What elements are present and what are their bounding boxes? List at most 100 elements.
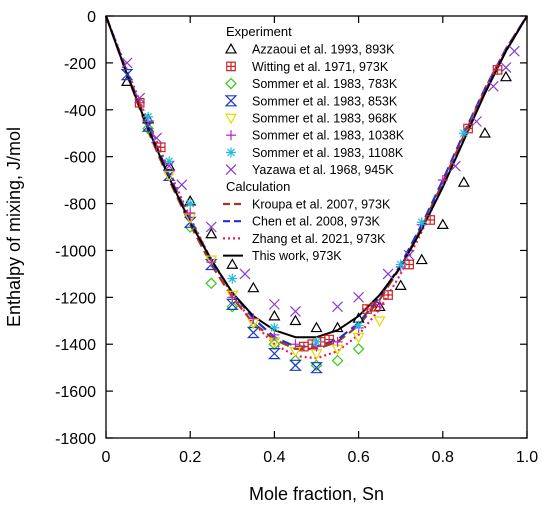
data-point — [267, 348, 281, 360]
data-point — [374, 299, 385, 310]
data-point — [185, 207, 196, 218]
data-point — [205, 227, 218, 239]
data-point — [331, 354, 344, 367]
data-point — [436, 218, 449, 230]
data-point — [404, 259, 414, 270]
data-point — [183, 216, 197, 228]
data-point — [353, 320, 364, 331]
data-point — [151, 132, 162, 144]
data-point — [205, 221, 217, 233]
legend-heading-calculation: Calculation — [226, 179, 290, 194]
data-point — [471, 116, 482, 127]
data-point — [205, 277, 218, 290]
plot-area — [104, 15, 528, 439]
data-point — [163, 159, 176, 171]
data-point — [226, 290, 239, 302]
legend-marker — [224, 95, 238, 107]
data-point — [268, 298, 280, 310]
data-point — [176, 179, 188, 191]
data-point — [134, 92, 146, 104]
data-point — [458, 128, 469, 139]
legend-entry-sommer-et-al-1983-968k: Sommer et al. 1983, 968K — [252, 112, 398, 126]
data-point — [164, 156, 175, 167]
legend-entry-kroupa-et-al-2007-973k: Kroupa et al. 2007, 973K — [252, 198, 391, 212]
data-point — [268, 338, 281, 351]
legend-marker — [224, 42, 238, 54]
series-yazawa-et-al-1968-945k — [121, 45, 520, 317]
data-point — [310, 362, 323, 374]
y-tick-label: -1400 — [55, 337, 96, 354]
series-azzaoui-et-al-1993-893k — [121, 70, 512, 333]
data-point — [395, 259, 406, 270]
data-point — [204, 258, 218, 271]
x-tick-label: 0 — [102, 449, 111, 466]
y-tick-label: -800 — [64, 197, 96, 214]
x-tick-label: 0.4 — [263, 449, 285, 466]
data-point — [499, 70, 512, 82]
y-tick-label: -1600 — [55, 384, 96, 401]
y-axis-title: Enthalpy of mixing, J/mol — [4, 127, 24, 327]
y-axis: 0 -200 -400 -600 -800 -1000 -1200 -1400 -1600 -18… — [55, 9, 527, 448]
legend-entry-sommer-et-al-1983-783k: Sommer et al. 1983, 783K — [252, 77, 398, 91]
data-point — [310, 321, 323, 333]
data-point — [120, 69, 134, 81]
data-point — [437, 175, 448, 186]
legend-marker — [226, 130, 236, 141]
legend-marker — [225, 164, 237, 176]
data-point — [394, 279, 407, 290]
data-point — [163, 171, 176, 182]
data-point — [227, 292, 238, 303]
legend-entry-sommer-et-al-1983-1038k: Sommer et al. 1983, 1038K — [252, 129, 405, 143]
data-point — [353, 291, 365, 303]
data-point — [206, 257, 217, 268]
data-point — [373, 316, 386, 327]
data-point — [227, 273, 238, 284]
data-point — [310, 359, 323, 372]
data-point — [450, 160, 461, 172]
legend-entry-azzaoui-et-al-1993-893k: Azzaoui et al. 1993, 893K — [252, 43, 395, 57]
data-point — [492, 65, 503, 75]
legend-entry-yazawa-et-al-1968-945k: Yazawa et al. 1968, 945K — [252, 163, 394, 177]
data-point — [416, 217, 427, 228]
legend-entry-sommer-et-al-1983-853k: Sommer et al. 1983, 853K — [252, 94, 398, 108]
legend-entry-zhang-et-al-2021-973k: Zhang et al. 2021, 973K — [252, 232, 386, 246]
legend-marker — [225, 77, 237, 90]
legend-entry-chen-et-al-2008-973k: Chen et al. 2008, 973K — [252, 215, 381, 229]
data-point — [425, 215, 436, 225]
legend-marker — [224, 113, 238, 125]
data-point — [239, 268, 251, 280]
data-point — [403, 249, 415, 261]
data-point — [205, 255, 218, 267]
data-point — [155, 142, 166, 153]
legend-entry-this-work-973k: This work, 973K — [252, 249, 342, 263]
data-point — [269, 322, 280, 333]
legend: Experiment Azzaoui et al. 1993, 893K Witti… — [223, 24, 405, 263]
experiment-points — [120, 45, 520, 374]
y-tick-label: -1800 — [55, 431, 96, 448]
y-tick-label: -1200 — [55, 290, 96, 307]
legend-marker — [226, 61, 236, 72]
data-point — [185, 198, 196, 209]
data-point — [290, 339, 301, 350]
legend-entry-sommer-et-al-1983-1108k: Sommer et al. 1983, 1108K — [252, 146, 404, 160]
data-point — [487, 80, 499, 92]
x-axis-title: Mole fraction, Sn — [249, 484, 384, 504]
data-point — [246, 326, 260, 339]
data-point — [352, 332, 365, 344]
x-tick-label: 0.8 — [432, 449, 454, 466]
data-point — [415, 253, 428, 265]
data-point — [352, 343, 365, 355]
legend-entry-witting-et-al-1971-973k: Witting et al. 1971, 973K — [252, 60, 389, 74]
data-point — [331, 321, 344, 333]
legend-heading-experiment: Experiment — [226, 24, 292, 39]
y-tick-label: -400 — [64, 103, 96, 120]
y-tick-label: -200 — [64, 56, 96, 73]
data-point — [478, 127, 491, 138]
data-point — [324, 334, 334, 345]
data-point — [289, 314, 302, 326]
x-tick-label: 0.2 — [179, 449, 201, 466]
data-point — [121, 75, 134, 86]
data-point — [225, 298, 239, 310]
plot-frame — [105, 15, 528, 439]
